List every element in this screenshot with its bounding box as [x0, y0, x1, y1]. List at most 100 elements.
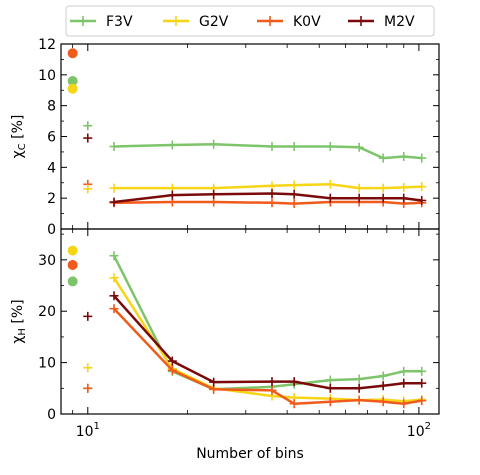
- series-line-g2v: [114, 183, 422, 190]
- data-point: [209, 197, 219, 207]
- series-line-m2v: [113, 192, 422, 204]
- cross-marker-m2v: [83, 311, 93, 321]
- data-point: [325, 142, 335, 152]
- data-point: [399, 152, 409, 162]
- data-point: [354, 395, 364, 405]
- data-point: [417, 195, 427, 205]
- data-point: [325, 179, 335, 189]
- y-tick-label: 10: [38, 68, 56, 84]
- cross-marker-k0v: [83, 383, 93, 393]
- data-point: [109, 197, 119, 207]
- data-point: [289, 189, 299, 199]
- data-point: [399, 182, 409, 192]
- x-tick-label: 102: [407, 421, 431, 440]
- legend-item-f3v: F3V: [70, 14, 133, 30]
- data-point: [325, 375, 335, 385]
- data-point: [289, 399, 299, 409]
- data-point: [289, 142, 299, 152]
- cross-marker-m2v: [83, 133, 93, 143]
- data-point: [267, 189, 277, 199]
- y-tick-label: 4: [47, 160, 56, 176]
- data-point: [354, 193, 364, 203]
- data-point: [109, 304, 119, 314]
- series-m2v: [109, 291, 427, 393]
- data-point: [289, 180, 299, 190]
- series-f3v: [109, 139, 427, 163]
- data-point: [289, 377, 299, 387]
- x-axis-label: Number of bins: [196, 446, 304, 462]
- dot-marker-k0v: [67, 48, 78, 59]
- dot-marker-k0v: [67, 259, 78, 270]
- data-point: [325, 383, 335, 393]
- legend: F3V G2V K0V M2V: [65, 5, 435, 37]
- data-point: [167, 190, 177, 200]
- legend-label-k0v: K0V: [293, 14, 321, 30]
- data-point: [109, 251, 119, 261]
- data-point: [354, 142, 364, 152]
- cross-marker-g2v: [83, 184, 93, 194]
- legend-label-m2v: M2V: [384, 14, 415, 30]
- y-axis-label: χC [%]: [10, 115, 28, 159]
- y-tick-label: 6: [47, 130, 56, 146]
- y-tick-label: 12: [38, 37, 56, 53]
- data-point: [109, 273, 119, 283]
- data-point: [267, 181, 277, 191]
- data-point: [354, 183, 364, 193]
- data-point: [378, 397, 388, 407]
- legend-item-g2v: G2V: [163, 14, 229, 30]
- data-point: [378, 371, 388, 381]
- data-point: [399, 193, 409, 203]
- panel-top: 0 2 4 6 8 10 12 χC [%]: [10, 37, 440, 238]
- data-point: [417, 366, 427, 376]
- data-point: [417, 182, 427, 192]
- data-point: [209, 377, 219, 387]
- data-point: [109, 142, 119, 152]
- dot-marker-f3v: [67, 76, 78, 86]
- plot-frame: [60, 228, 440, 415]
- dot-marker-g2v: [67, 245, 78, 256]
- series-line-f3v: [113, 142, 422, 160]
- data-point: [167, 140, 177, 150]
- data-point: [378, 193, 388, 203]
- data-point: [167, 365, 177, 375]
- data-point: [109, 183, 119, 193]
- y-axis-label: χH [%]: [10, 299, 28, 343]
- series-k0v: [109, 304, 427, 409]
- data-point: [209, 139, 219, 149]
- series-g2v: [109, 179, 427, 193]
- data-point: [267, 385, 277, 395]
- data-point: [417, 378, 427, 388]
- data-point: [267, 377, 277, 387]
- legend-item-m2v: M2V: [348, 14, 415, 30]
- legend-label-g2v: G2V: [199, 14, 229, 30]
- data-point: [267, 142, 277, 152]
- data-point: [109, 291, 119, 301]
- legend-item-k0v: K0V: [257, 14, 321, 30]
- data-point: [354, 383, 364, 393]
- legend-label-f3v: F3V: [106, 14, 133, 30]
- legend-frame: [65, 5, 435, 37]
- data-point: [399, 399, 409, 409]
- data-point: [209, 189, 219, 199]
- data-point: [378, 183, 388, 193]
- y-tick-label: 30: [38, 253, 56, 269]
- series-line-k0v: [113, 200, 422, 205]
- dot-marker-g2v: [67, 83, 78, 94]
- data-point: [378, 381, 388, 391]
- x-tick-label: 101: [76, 421, 100, 440]
- y-tick-label: 10: [38, 356, 56, 372]
- series-f3v: [109, 251, 427, 394]
- data-point: [325, 193, 335, 203]
- data-point: [325, 397, 335, 407]
- data-point: [417, 396, 427, 406]
- cross-marker-f3v: [83, 121, 93, 131]
- series-m2v: [109, 189, 427, 207]
- data-point: [399, 378, 409, 388]
- data-point: [399, 366, 409, 376]
- data-point: [167, 356, 177, 366]
- series-line-m2v: [113, 294, 422, 390]
- data-point: [417, 153, 427, 163]
- data-point: [378, 153, 388, 163]
- y-tick-label: 0: [47, 407, 56, 423]
